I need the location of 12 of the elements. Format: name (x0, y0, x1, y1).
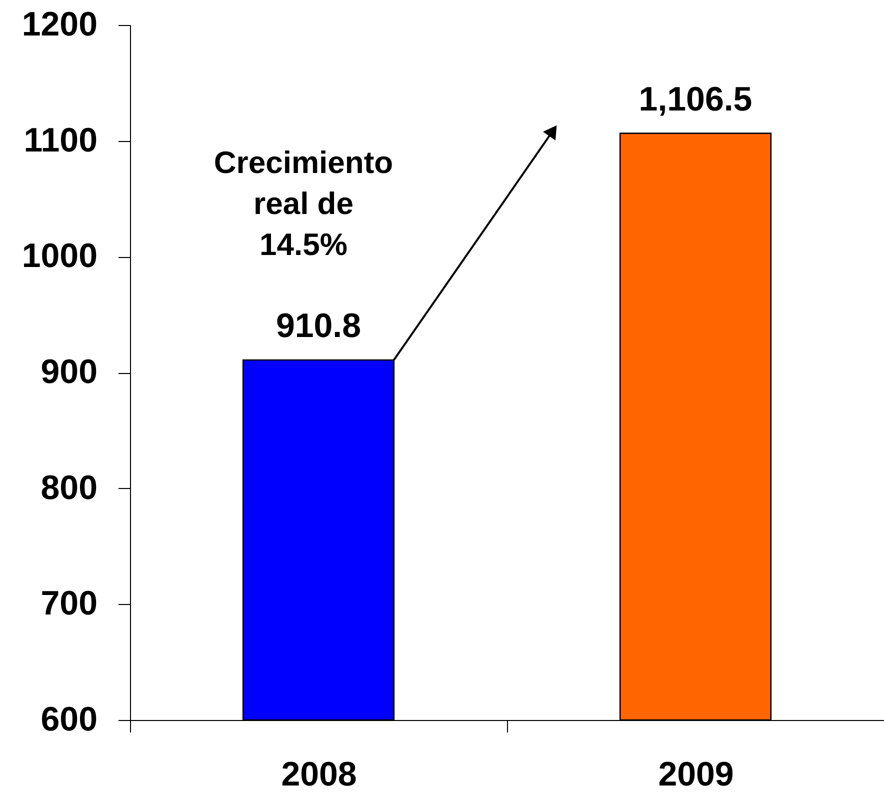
y-tick-label: 900 (40, 353, 98, 391)
x-tick-label: 2008 (281, 756, 357, 792)
x-tick-label: 2009 (658, 756, 734, 792)
y-tick-label: 600 (40, 700, 98, 738)
y-tick-label: 700 (40, 584, 98, 623)
data-label: 1,106.5 (638, 80, 752, 118)
data-label: 910.8 (276, 306, 362, 345)
y-tick-label: 1200 (22, 6, 98, 44)
y-tick-label: 800 (40, 468, 98, 507)
y-tick-label: 1000 (22, 237, 98, 276)
y-tick-label: 1100 (24, 121, 98, 160)
annotation: Crecimiento real de 14.5% (214, 145, 394, 262)
